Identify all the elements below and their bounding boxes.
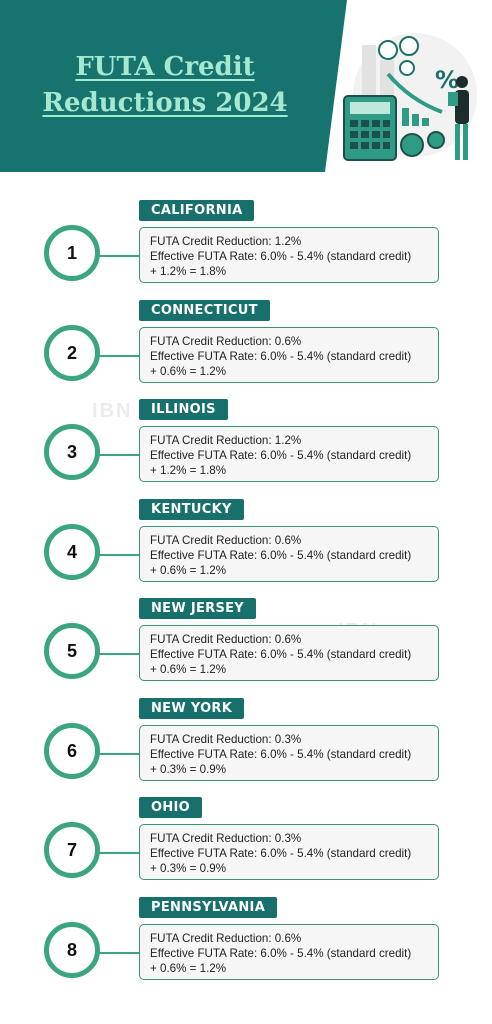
step-number: 4 [44, 523, 100, 580]
illustration: % [343, 33, 477, 161]
detail-line: Effective FUTA Rate: 6.0% - 5.4% (standa… [150, 747, 412, 761]
header: % [0, 0, 477, 172]
detail-box: FUTA Credit Reduction: 0.6% Effective FUT… [139, 525, 439, 582]
detail-line: Effective FUTA Rate: 6.0% - 5.4% (standa… [150, 847, 412, 860]
connector [90, 951, 140, 954]
state-label: KENTUCKY [139, 498, 244, 520]
step-number: 1 [44, 225, 100, 281]
detail-line: FUTA Credit Reduction: 0.6% [150, 533, 302, 547]
detail-line: + 0.3% = 0.9% [150, 862, 227, 875]
detail-box: FUTA Credit Reduction: 0.3% Effective FUT… [139, 724, 439, 781]
state-label: OHIO [139, 797, 203, 818]
detail-box: FUTA Credit Reduction: 0.6% Effective FUT… [139, 923, 439, 980]
detail-line: + 0.6% = 1.2% [150, 563, 227, 577]
state-label: PENNSYLVANIA [139, 896, 278, 918]
state-label: ILLINOIS [139, 399, 228, 420]
detail-line: FUTA Credit Reduction: 0.6% [150, 633, 302, 646]
connector [90, 752, 140, 755]
detail-line: + 1.2% = 1.8% [150, 464, 227, 477]
detail-line: Effective FUTA Rate: 6.0% - 5.4% (standa… [150, 349, 412, 363]
step-number: 5 [44, 623, 100, 679]
step-number: 2 [44, 324, 100, 381]
detail-line: FUTA Credit Reduction: 0.3% [150, 832, 302, 845]
step-number: 3 [44, 424, 100, 480]
detail-line: Effective FUTA Rate: 6.0% - 5.4% (standa… [150, 548, 412, 562]
state-label: CALIFORNIA [139, 200, 255, 221]
detail-line: FUTA Credit Reduction: 0.6% [150, 931, 302, 945]
detail-line: FUTA Credit Reduction: 0.3% [150, 732, 302, 746]
connector [90, 653, 140, 655]
step-number: 8 [44, 921, 100, 978]
state-label: NEW YORK [139, 697, 245, 719]
detail-line: FUTA Credit Reduction: 1.2% [150, 235, 302, 248]
detail-line: + 0.6% = 1.2% [150, 961, 227, 975]
connector [90, 852, 140, 854]
detail-box: FUTA Credit Reduction: 0.3% Effective FUT… [139, 824, 439, 880]
watermark: IBN [92, 400, 133, 422]
title-line: FUTA Credit [75, 52, 255, 82]
detail-line: + 0.6% = 1.2% [150, 364, 227, 378]
detail-line: Effective FUTA Rate: 6.0% - 5.4% (standa… [150, 648, 412, 661]
connector [90, 553, 140, 556]
detail-box: FUTA Credit Reduction: 0.6% Effective FUT… [139, 326, 439, 383]
detail-line: FUTA Credit Reduction: 1.2% [150, 434, 302, 447]
detail-box: FUTA Credit Reduction: 1.2% Effective FUT… [139, 227, 439, 283]
connector [90, 255, 140, 257]
title-line: Reductions 2024 [42, 88, 288, 118]
detail-line: FUTA Credit Reduction: 0.6% [150, 334, 302, 348]
detail-line: Effective FUTA Rate: 6.0% - 5.4% (standa… [150, 250, 412, 263]
step-number: 7 [44, 822, 100, 878]
detail-line: Effective FUTA Rate: 6.0% - 5.4% (standa… [150, 449, 412, 462]
detail-line: Effective FUTA Rate: 6.0% - 5.4% (standa… [150, 946, 412, 960]
detail-line: + 0.6% = 1.2% [150, 663, 227, 676]
detail-line: + 1.2% = 1.8% [150, 265, 227, 278]
header-band [0, 0, 347, 172]
state-label: CONNECTICUT [139, 299, 270, 321]
detail-line: + 0.3% = 0.9% [150, 762, 227, 776]
detail-box: FUTA Credit Reduction: 1.2% Effective FUT… [139, 426, 439, 482]
connector [90, 454, 140, 456]
state-label: NEW JERSEY [139, 598, 257, 619]
svg-text:%: % [435, 66, 459, 94]
detail-box: FUTA Credit Reduction: 0.6% Effective FUT… [139, 625, 439, 681]
connector [90, 354, 140, 357]
step-number: 6 [44, 722, 100, 779]
